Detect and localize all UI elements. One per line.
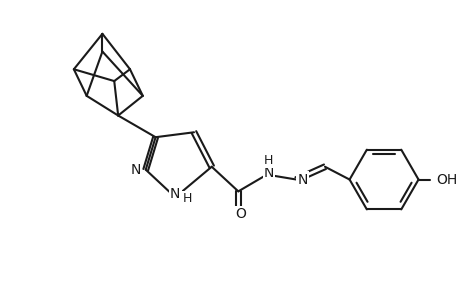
Text: N: N xyxy=(130,163,140,177)
Text: N: N xyxy=(297,172,307,187)
Text: H: H xyxy=(182,192,191,205)
Text: H: H xyxy=(263,154,273,167)
Text: O: O xyxy=(235,207,245,221)
Text: OH: OH xyxy=(435,172,457,187)
Text: N: N xyxy=(170,187,180,201)
Text: N: N xyxy=(263,166,274,180)
